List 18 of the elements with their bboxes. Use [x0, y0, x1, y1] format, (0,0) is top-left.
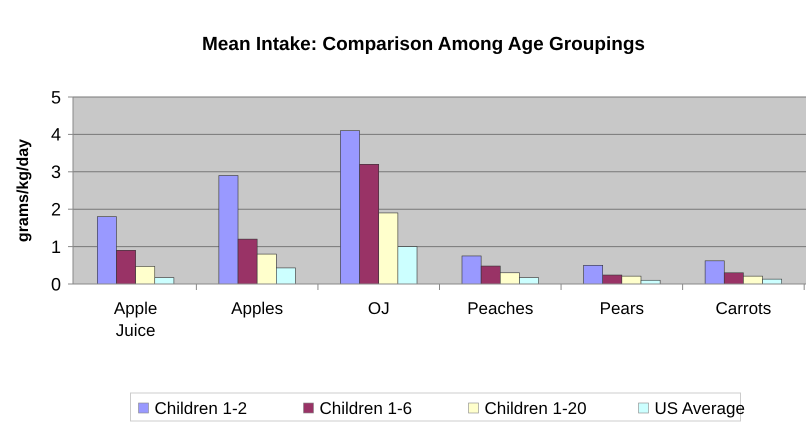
chart-title: Mean Intake: Comparison Among Age Groupings	[202, 34, 646, 55]
legend-label: Children 1-20	[484, 398, 587, 418]
y-tick-label: 3	[50, 162, 61, 182]
y-tick-label: 5	[50, 87, 61, 108]
legend-label: US Average	[654, 398, 745, 418]
y-tick-label: 1	[50, 236, 61, 257]
y-tick-label: 2	[50, 200, 61, 220]
legend-label: Children 1-2	[154, 398, 248, 418]
legend-label: Children 1-6	[320, 398, 412, 418]
x-tick-label: OJ	[368, 299, 390, 318]
x-tick-label: Apples	[231, 299, 284, 318]
y-tick-label: 4	[50, 124, 61, 145]
x-tick-label: Apple Juice	[114, 299, 158, 340]
x-tick-label: Pears	[600, 299, 644, 318]
y-axis-title: grams/kg/day	[15, 138, 32, 242]
x-tick-label: Peaches	[467, 299, 534, 318]
y-tick-label: 0	[50, 274, 61, 294]
x-tick-label: Carrots	[716, 299, 772, 318]
